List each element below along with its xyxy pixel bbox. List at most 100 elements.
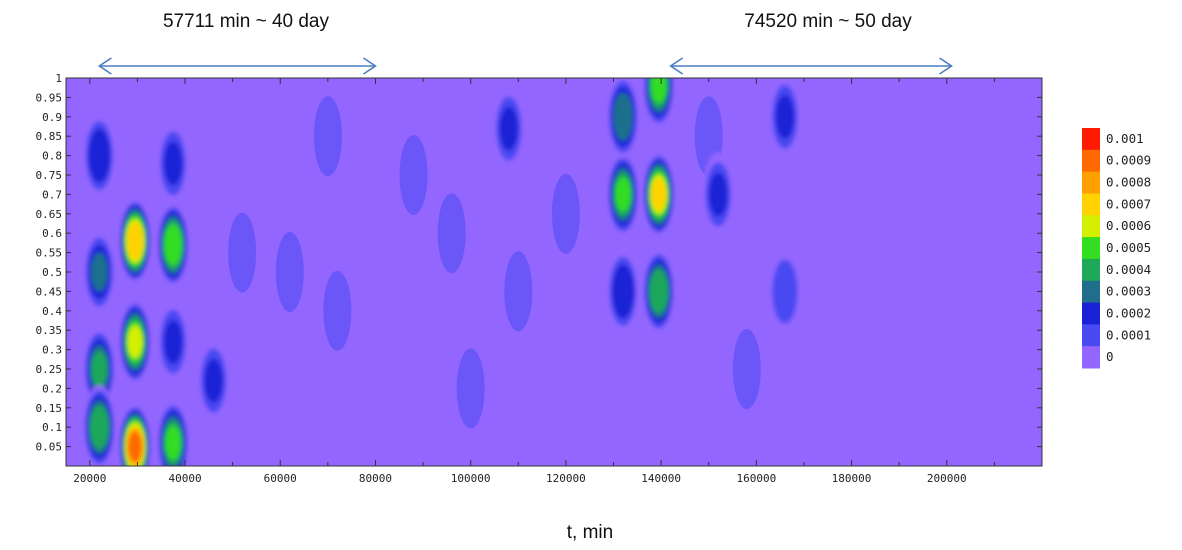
contour-blob-15-level-3 bbox=[614, 271, 632, 311]
x-tick-label: 80000 bbox=[359, 472, 392, 485]
y-tick-label: 0.1 bbox=[42, 421, 62, 434]
contour-blob-0-level-3 bbox=[90, 252, 108, 292]
colorbar-label: 0.001 bbox=[1106, 131, 1144, 146]
colorbar-swatch-6 bbox=[1082, 258, 1100, 282]
x-tick-label: 200000 bbox=[927, 472, 967, 485]
x-tick-label: 100000 bbox=[451, 472, 491, 485]
y-tick-label: 0.6 bbox=[42, 227, 62, 240]
contour-blob-2-level-5 bbox=[91, 410, 107, 445]
y-tick-label: 0.05 bbox=[36, 441, 63, 454]
contour-blob-10-level-2 bbox=[163, 319, 183, 364]
x-tick-label: 60000 bbox=[264, 472, 297, 485]
contour-blob-8-level-5 bbox=[165, 425, 181, 460]
colorbar-label: 0.0007 bbox=[1106, 196, 1151, 211]
annotation-2-text: 74520 min ~ 50 day bbox=[744, 11, 912, 32]
x-axis-tick-labels: 20000 40000 60000 80000 100000 120000 140000 16… bbox=[73, 472, 966, 485]
contour-blob-20-level-2 bbox=[775, 94, 795, 139]
y-tick-label: 1 bbox=[55, 72, 62, 85]
faint-contour-1 bbox=[275, 232, 304, 312]
x-tick-label: 160000 bbox=[736, 472, 776, 485]
y-tick-label: 0.3 bbox=[42, 344, 62, 357]
faint-contour-10 bbox=[456, 348, 485, 429]
colorbar-swatch-3 bbox=[1082, 193, 1100, 216]
contour-blob-9-level-2 bbox=[163, 141, 183, 186]
colorbar-label: 0.0002 bbox=[1106, 305, 1151, 320]
contour-blob-21-level-2 bbox=[775, 269, 795, 314]
y-tick-label: 0.4 bbox=[42, 305, 62, 318]
colorbar-label: 0.0001 bbox=[1106, 327, 1151, 342]
x-axis-title: t, min bbox=[567, 522, 613, 543]
contour-blob-17-level-5 bbox=[651, 78, 667, 103]
contour-blob-1-level-4 bbox=[91, 351, 108, 387]
y-tick-label: 0.8 bbox=[42, 150, 62, 163]
y-tick-label: 0.35 bbox=[36, 324, 63, 337]
colorbar-swatch-10 bbox=[1082, 346, 1100, 369]
contour-blob-7-level-6 bbox=[165, 228, 181, 262]
x-tick-label: 20000 bbox=[73, 472, 106, 485]
colorbar-label: 0.0006 bbox=[1106, 218, 1151, 233]
colorbar-label: 0.0008 bbox=[1106, 175, 1151, 190]
contour-blob-6-level-9 bbox=[128, 431, 143, 462]
colorbar-swatch-5 bbox=[1082, 237, 1100, 260]
colorbar-label: 0.0005 bbox=[1106, 240, 1151, 255]
faint-contour-6 bbox=[551, 173, 580, 254]
x-tick-label: 180000 bbox=[832, 472, 872, 485]
contour-blob-19-level-2 bbox=[708, 172, 728, 217]
x-tick-label: 120000 bbox=[546, 472, 586, 485]
colorbar-labels: 0.001 0.0009 0.0008 0.0007 0.0006 0.0005 0.000… bbox=[1106, 131, 1151, 364]
contour-blob-13-level-5 bbox=[615, 177, 631, 212]
annotation-1-arrowhead-left bbox=[97, 57, 112, 75]
y-tick-label: 0.5 bbox=[42, 266, 62, 279]
faint-contour-0 bbox=[228, 212, 257, 293]
contour-blob-5-level-6 bbox=[127, 325, 143, 359]
colorbar-label: 0.0003 bbox=[1106, 284, 1151, 299]
faint-contour-5 bbox=[504, 251, 533, 332]
y-tick-label: 0.25 bbox=[36, 363, 63, 376]
contour-blob-12-level-2 bbox=[499, 106, 519, 151]
x-tick-label: 40000 bbox=[168, 472, 201, 485]
y-tick-label: 0.75 bbox=[36, 169, 63, 182]
faint-contour-4 bbox=[437, 193, 466, 274]
colorbar bbox=[1082, 128, 1100, 369]
colorbar-label: 0 bbox=[1106, 349, 1114, 364]
y-tick-label: 0.45 bbox=[36, 285, 63, 298]
colorbar-label: 0.0009 bbox=[1106, 153, 1151, 168]
annotation-2-arrowhead-right bbox=[939, 57, 953, 75]
faint-contour-9 bbox=[313, 96, 342, 177]
colorbar-swatch-0 bbox=[1082, 128, 1100, 151]
y-tick-label: 0.55 bbox=[36, 247, 63, 260]
faint-contour-3 bbox=[399, 135, 428, 215]
faint-contour-2 bbox=[323, 270, 352, 351]
colorbar-swatch-1 bbox=[1082, 149, 1100, 173]
annotation-1-arrowhead-right bbox=[363, 57, 377, 75]
faint-contour-7 bbox=[732, 329, 761, 409]
contour-blob-18-level-5 bbox=[651, 274, 667, 309]
y-tick-label: 0.65 bbox=[36, 208, 63, 221]
contour-blob-16-level-7 bbox=[651, 178, 666, 211]
x-tick-label: 140000 bbox=[641, 472, 681, 485]
y-tick-label: 0.7 bbox=[42, 188, 62, 201]
colorbar-swatch-7 bbox=[1082, 280, 1100, 304]
colorbar-swatch-4 bbox=[1082, 215, 1100, 238]
y-tick-label: 0.9 bbox=[42, 111, 62, 124]
axis-ticks bbox=[66, 77, 1042, 466]
annotation-2-arrowhead-left bbox=[669, 57, 684, 75]
contour-blob-4-level-8 bbox=[127, 225, 143, 257]
annotation-1-text: 57711 min ~ 40 day bbox=[163, 11, 330, 32]
contour-blob-14-level-4 bbox=[615, 98, 632, 135]
plot-area-background bbox=[66, 78, 1042, 466]
contour-blob-3-level-3 bbox=[90, 136, 108, 176]
colorbar-swatch-8 bbox=[1082, 302, 1100, 325]
colorbar-swatch-9 bbox=[1082, 324, 1100, 347]
contour-blob-11-level-2 bbox=[204, 358, 223, 403]
colorbar-label: 0.0004 bbox=[1106, 262, 1151, 277]
y-tick-label: 0.2 bbox=[42, 382, 62, 395]
y-axis-tick-labels: 0.05 0.1 0.15 0.2 0.25 0.3 0.35 0.4 0.45 0.5 0.55 0… bbox=[36, 72, 63, 454]
contour-blobs bbox=[83, 78, 801, 466]
y-tick-label: 0.95 bbox=[36, 91, 63, 104]
y-tick-label: 0.15 bbox=[36, 402, 63, 415]
low-intensity-contours bbox=[228, 96, 761, 429]
annotation-arrows bbox=[97, 57, 953, 75]
colorbar-swatch-2 bbox=[1082, 171, 1100, 194]
